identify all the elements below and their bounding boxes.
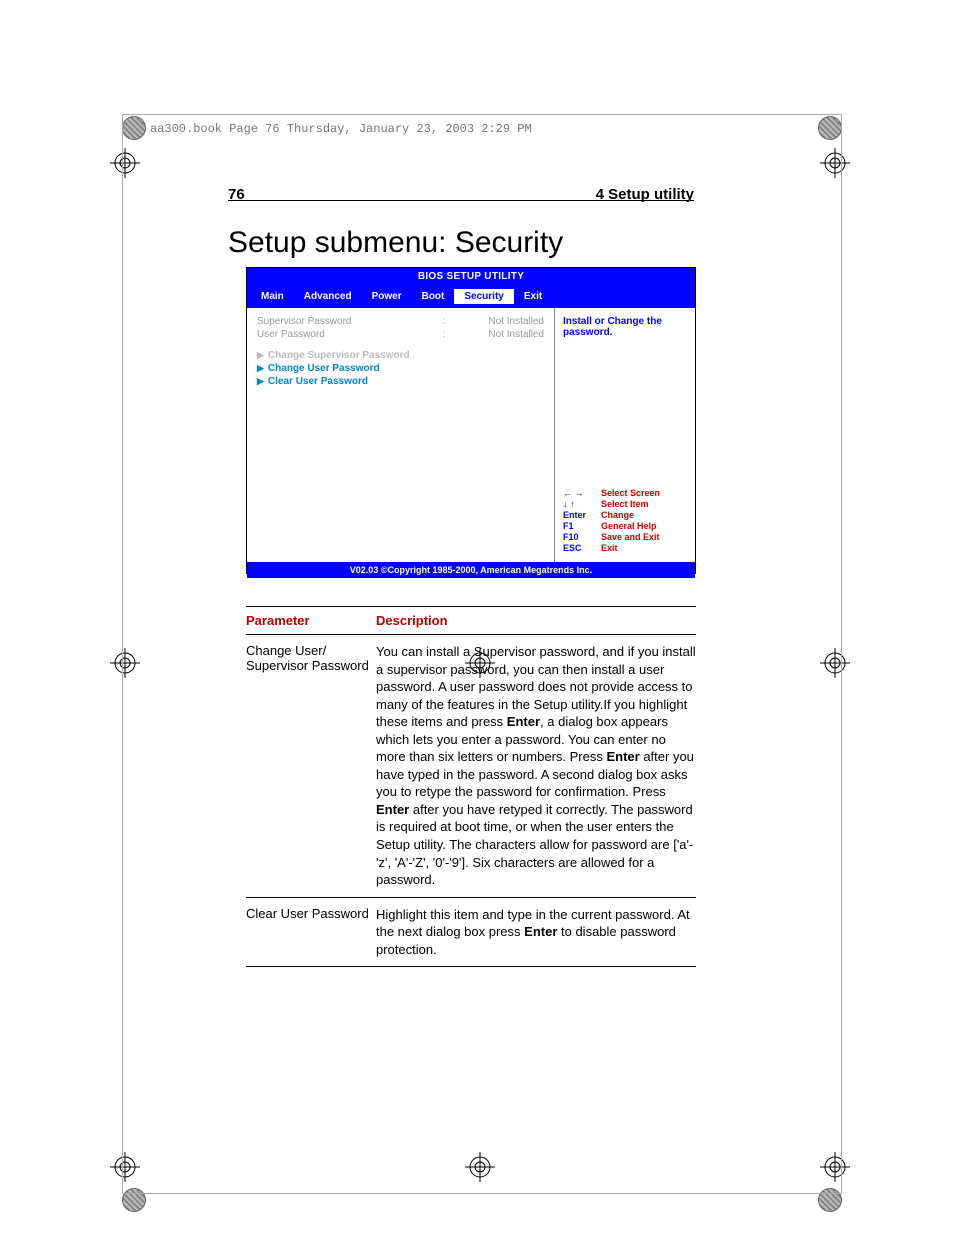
table-row: Change User/Supervisor PasswordYou can i…	[246, 635, 696, 898]
triangle-icon: ▶	[257, 363, 264, 374]
triangle-icon: ▶	[257, 350, 264, 361]
bios-left-pane: Supervisor Password:Not Installed User Pa…	[247, 308, 555, 562]
bios-tab-exit[interactable]: Exit	[514, 289, 552, 304]
table-cell-parameter: Clear User Password	[246, 906, 376, 959]
bios-tab-power[interactable]: Power	[362, 289, 412, 304]
bios-tab-main[interactable]: Main	[251, 289, 294, 304]
page-title: Setup submenu: Security	[228, 226, 563, 260]
bios-right-pane: Install or Change the password. ← →Selec…	[555, 308, 695, 562]
parameter-table: Parameter Description Change User/Superv…	[246, 606, 696, 967]
table-header-row: Parameter Description	[246, 606, 696, 635]
table-cell-description: Highlight this item and type in the curr…	[376, 906, 696, 959]
table-row: Clear User PasswordHighlight this item a…	[246, 898, 696, 968]
bios-nav-row: ← →Select Screen	[563, 488, 687, 498]
bios-status-row: User Password:Not Installed	[257, 329, 544, 340]
bios-tab-security[interactable]: Security	[454, 289, 513, 304]
bios-title: BIOS SETUP UTILITY	[247, 268, 695, 285]
bios-nav-row: EnterChange	[563, 510, 687, 520]
table-cell-description: You can install a Supervisor password, a…	[376, 643, 696, 889]
bios-status-row: Supervisor Password:Not Installed	[257, 316, 544, 327]
triangle-icon: ▶	[257, 376, 264, 387]
bios-tab-advanced[interactable]: Advanced	[294, 289, 362, 304]
bios-nav-row: ESCExit	[563, 543, 687, 553]
book-header: aa300.book Page 76 Thursday, January 23,…	[150, 122, 532, 136]
bios-nav-row: F10Save and Exit	[563, 532, 687, 542]
bios-tab-boot[interactable]: Boot	[412, 289, 455, 304]
bios-menu-item[interactable]: ▶Change Supervisor Password	[257, 350, 544, 361]
bios-menu-item[interactable]: ▶Change User Password	[257, 363, 544, 374]
bios-menu-item[interactable]: ▶Clear User Password	[257, 376, 544, 387]
page-rule	[228, 200, 694, 201]
bios-screenshot: BIOS SETUP UTILITY MainAdvancedPowerBoot…	[246, 267, 696, 574]
bios-nav-legend: ← →Select Screen↓ ↑Select ItemEnterChang…	[563, 488, 687, 554]
bios-tab-bar: MainAdvancedPowerBootSecurityExit	[247, 285, 695, 308]
table-header-description: Description	[376, 613, 696, 628]
table-cell-parameter: Change User/Supervisor Password	[246, 643, 376, 889]
bios-copyright: V02.03 ©Copyright 1985-2000, American Me…	[247, 562, 695, 578]
bios-nav-row: F1General Help	[563, 521, 687, 531]
table-header-parameter: Parameter	[246, 613, 376, 628]
bios-nav-row: ↓ ↑Select Item	[563, 499, 687, 509]
bios-help-text: Install or Change the password.	[563, 316, 687, 338]
